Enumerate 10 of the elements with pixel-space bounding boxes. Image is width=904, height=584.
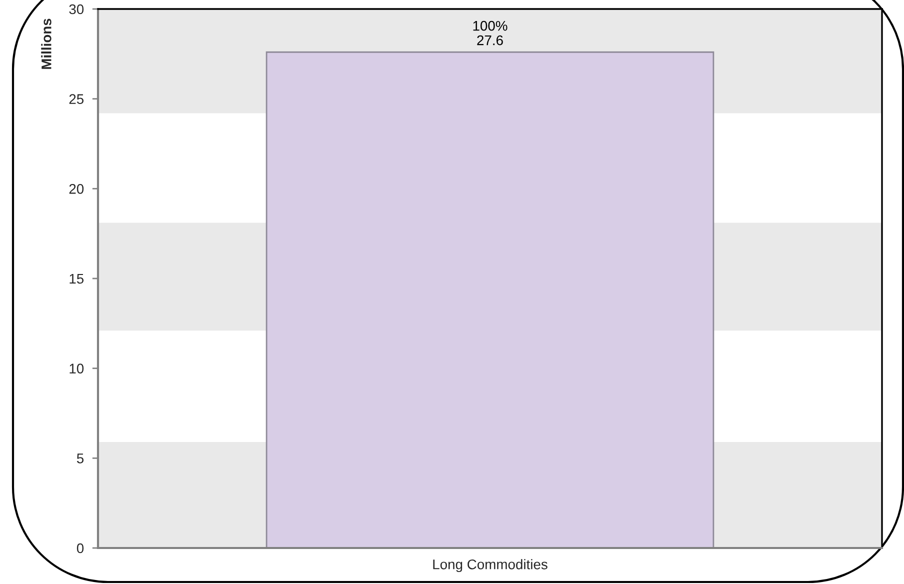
y-tick-label: 5 bbox=[76, 454, 84, 464]
y-tick-label: 10 bbox=[70, 364, 84, 374]
y-tick-label: 20 bbox=[69, 184, 84, 194]
y-tick-label: 25 bbox=[69, 94, 84, 104]
y-tick-label: 0 bbox=[76, 543, 84, 554]
y-tick-label: 30 bbox=[69, 4, 84, 14]
y-tick-label: 15 bbox=[70, 274, 84, 284]
y-axis-title: Millions bbox=[41, 18, 52, 69]
data-label: 100% 27.6 bbox=[473, 20, 508, 46]
x-tick-label: Long Commodities bbox=[433, 559, 548, 572]
